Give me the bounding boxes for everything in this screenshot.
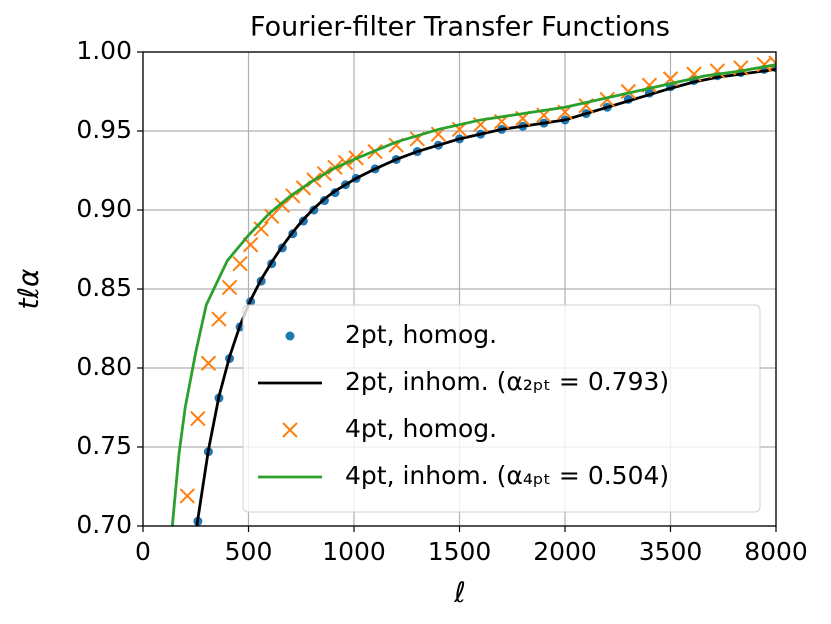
point bbox=[179, 488, 196, 504]
legend-label: 4pt, homog. bbox=[345, 414, 497, 443]
y-tick-label: 0.70 bbox=[76, 510, 132, 539]
point bbox=[768, 55, 776, 71]
y-tick-label: 0.80 bbox=[76, 352, 132, 381]
legend-box bbox=[242, 304, 761, 513]
chart-title: Fourier-filter Transfer Functions bbox=[250, 12, 670, 43]
y-tick-label: 1.00 bbox=[76, 36, 132, 65]
x-tick-label: 2000 bbox=[533, 537, 597, 566]
legend-label: 2pt, homog. bbox=[345, 320, 497, 349]
plot-frame bbox=[142, 51, 777, 527]
x-tick-label: 0 bbox=[135, 537, 151, 566]
x-tick-label: 500 bbox=[225, 537, 273, 566]
x-tick-label: 1500 bbox=[428, 537, 492, 566]
y-tick-label: 0.95 bbox=[76, 115, 132, 144]
point bbox=[232, 256, 248, 272]
point bbox=[599, 91, 615, 108]
x-axis-label: ℓ bbox=[453, 576, 466, 609]
x-tick-label: 3500 bbox=[639, 537, 703, 566]
point bbox=[253, 221, 269, 237]
x-tick-label: 1000 bbox=[322, 537, 386, 566]
legend-label: 2pt, inhom. (α₂ₚₜ = 0.793) bbox=[345, 367, 669, 396]
point bbox=[620, 83, 637, 100]
series-line bbox=[195, 67, 776, 526]
legend-swatch bbox=[282, 422, 298, 438]
legend-label: 4pt, inhom. (α₄ₚₜ = 0.504) bbox=[345, 461, 669, 490]
y-tick-label: 0.85 bbox=[76, 273, 132, 302]
y-tick-label: 0.75 bbox=[76, 431, 132, 460]
x-tick-label: 8000 bbox=[744, 537, 808, 566]
point bbox=[221, 279, 238, 296]
series-line bbox=[170, 63, 776, 526]
legend-swatch bbox=[285, 331, 295, 341]
point bbox=[200, 355, 217, 371]
point bbox=[211, 311, 227, 327]
y-axis-label: tℓα bbox=[12, 268, 45, 310]
plot-area bbox=[170, 55, 776, 526]
point bbox=[190, 410, 206, 427]
y-tick-label: 0.90 bbox=[76, 194, 132, 223]
